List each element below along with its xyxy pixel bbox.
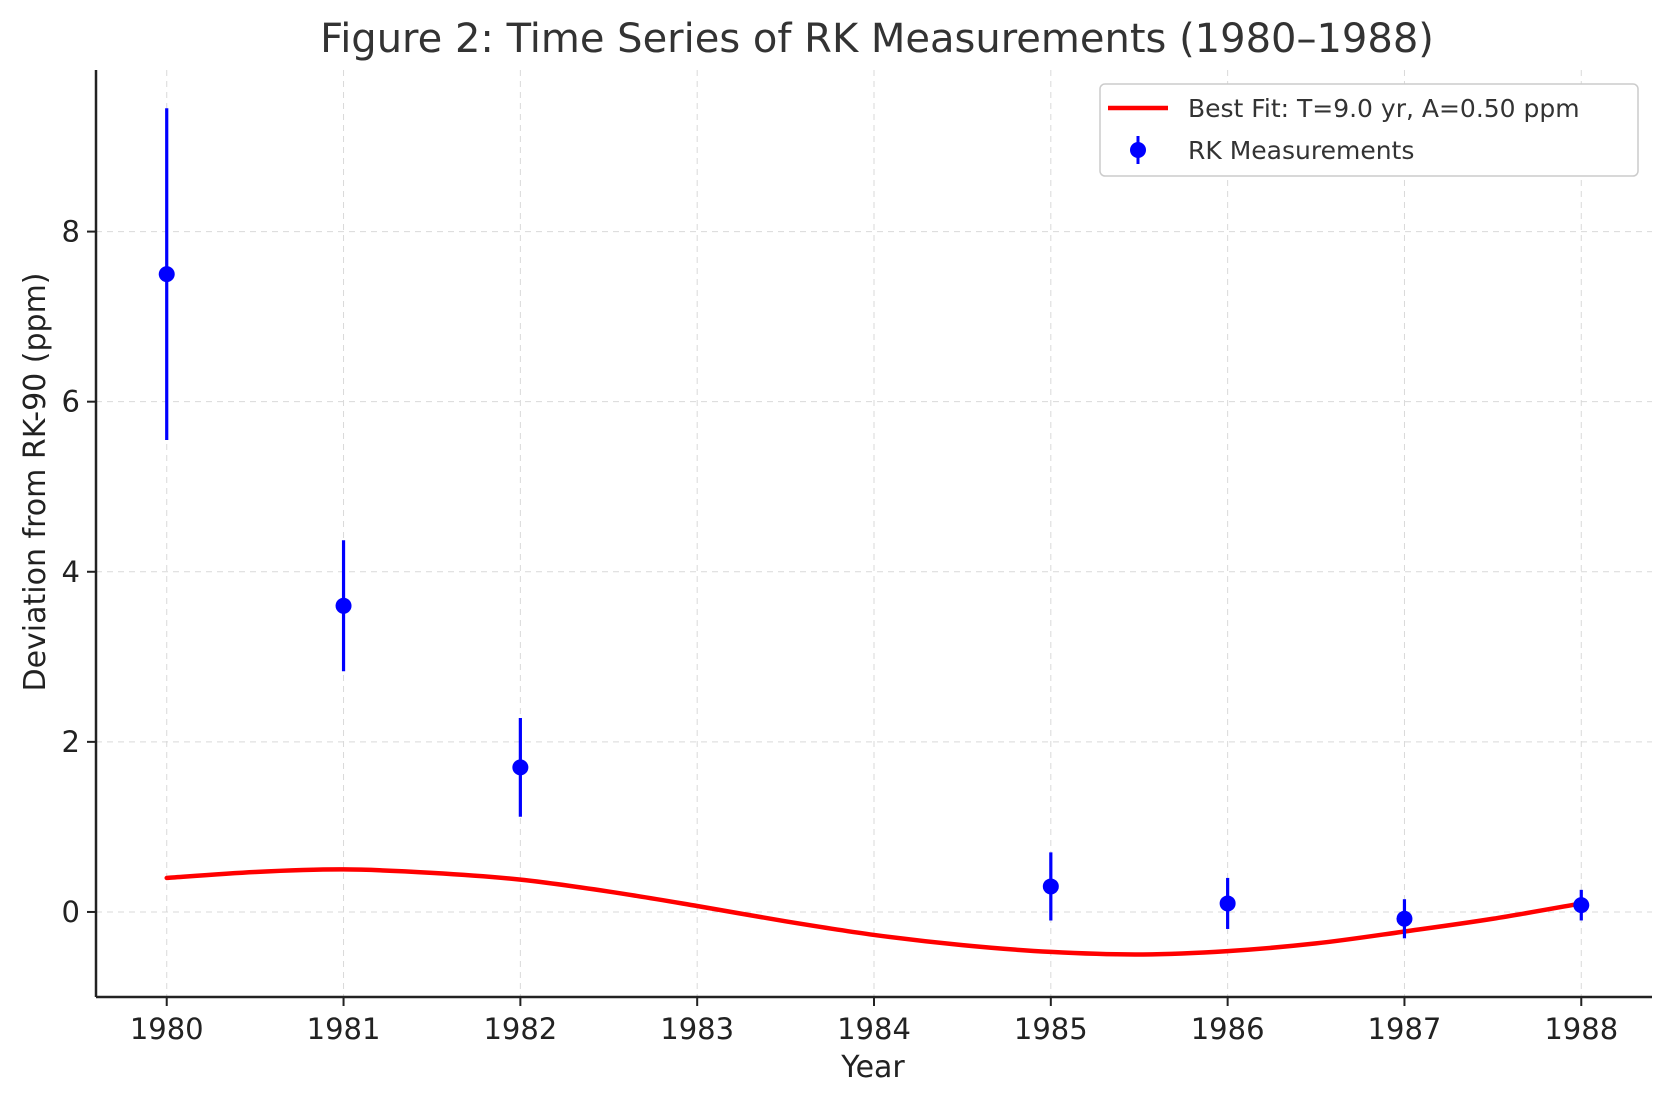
x-tick-label: 1982: [483, 1012, 557, 1046]
points-layer: [158, 108, 1590, 939]
data-point-1982: [512, 759, 529, 776]
legend: Best Fit: T=9.0 yr, A=0.50 ppm RK Measur…: [1099, 83, 1639, 177]
x-tick-label: 1980: [130, 1012, 204, 1046]
x-tick-label: 1986: [1191, 1012, 1265, 1046]
best-fit-curve: [164, 867, 1584, 957]
data-point-1981: [335, 597, 352, 614]
legend-points-label: RK Measurements: [1188, 136, 1414, 165]
data-point-1987: [1396, 910, 1413, 927]
y-tick-label: 6: [62, 385, 80, 419]
y-tick-label: 8: [62, 215, 80, 249]
fit-layer: [164, 867, 1584, 957]
y-tick-label: 4: [62, 555, 80, 589]
legend-points-swatch-marker: [1130, 142, 1146, 158]
y-axis-label: Deviation from RK-90 (ppm): [18, 272, 53, 691]
x-tick-label: 1984: [837, 1012, 911, 1046]
grid-layer: [96, 70, 1652, 997]
y-tick-label: 0: [62, 895, 80, 929]
x-tick-label: 1981: [307, 1012, 381, 1046]
x-axis-label: Year: [840, 1050, 905, 1085]
data-point-1986: [1219, 895, 1236, 912]
x-tick-label: 1983: [660, 1012, 734, 1046]
data-point-1985: [1042, 878, 1059, 895]
y-tick-label: 2: [62, 725, 80, 759]
x-tick-label: 1987: [1368, 1012, 1442, 1046]
x-tick-label: 1985: [1014, 1012, 1088, 1046]
chart-title: Figure 2: Time Series of RK Measurements…: [320, 16, 1434, 62]
legend-box: [1099, 83, 1639, 177]
ticks-layer: 1980 1981 1982 1983 1984 1985 1986 1987 1988 0 2 4 6…: [62, 215, 1619, 1046]
legend-fit-label: Best Fit: T=9.0 yr, A=0.50 ppm: [1188, 94, 1580, 123]
data-point-1980: [158, 266, 175, 283]
x-tick-label: 1988: [1544, 1012, 1618, 1046]
data-point-1988: [1573, 897, 1590, 914]
